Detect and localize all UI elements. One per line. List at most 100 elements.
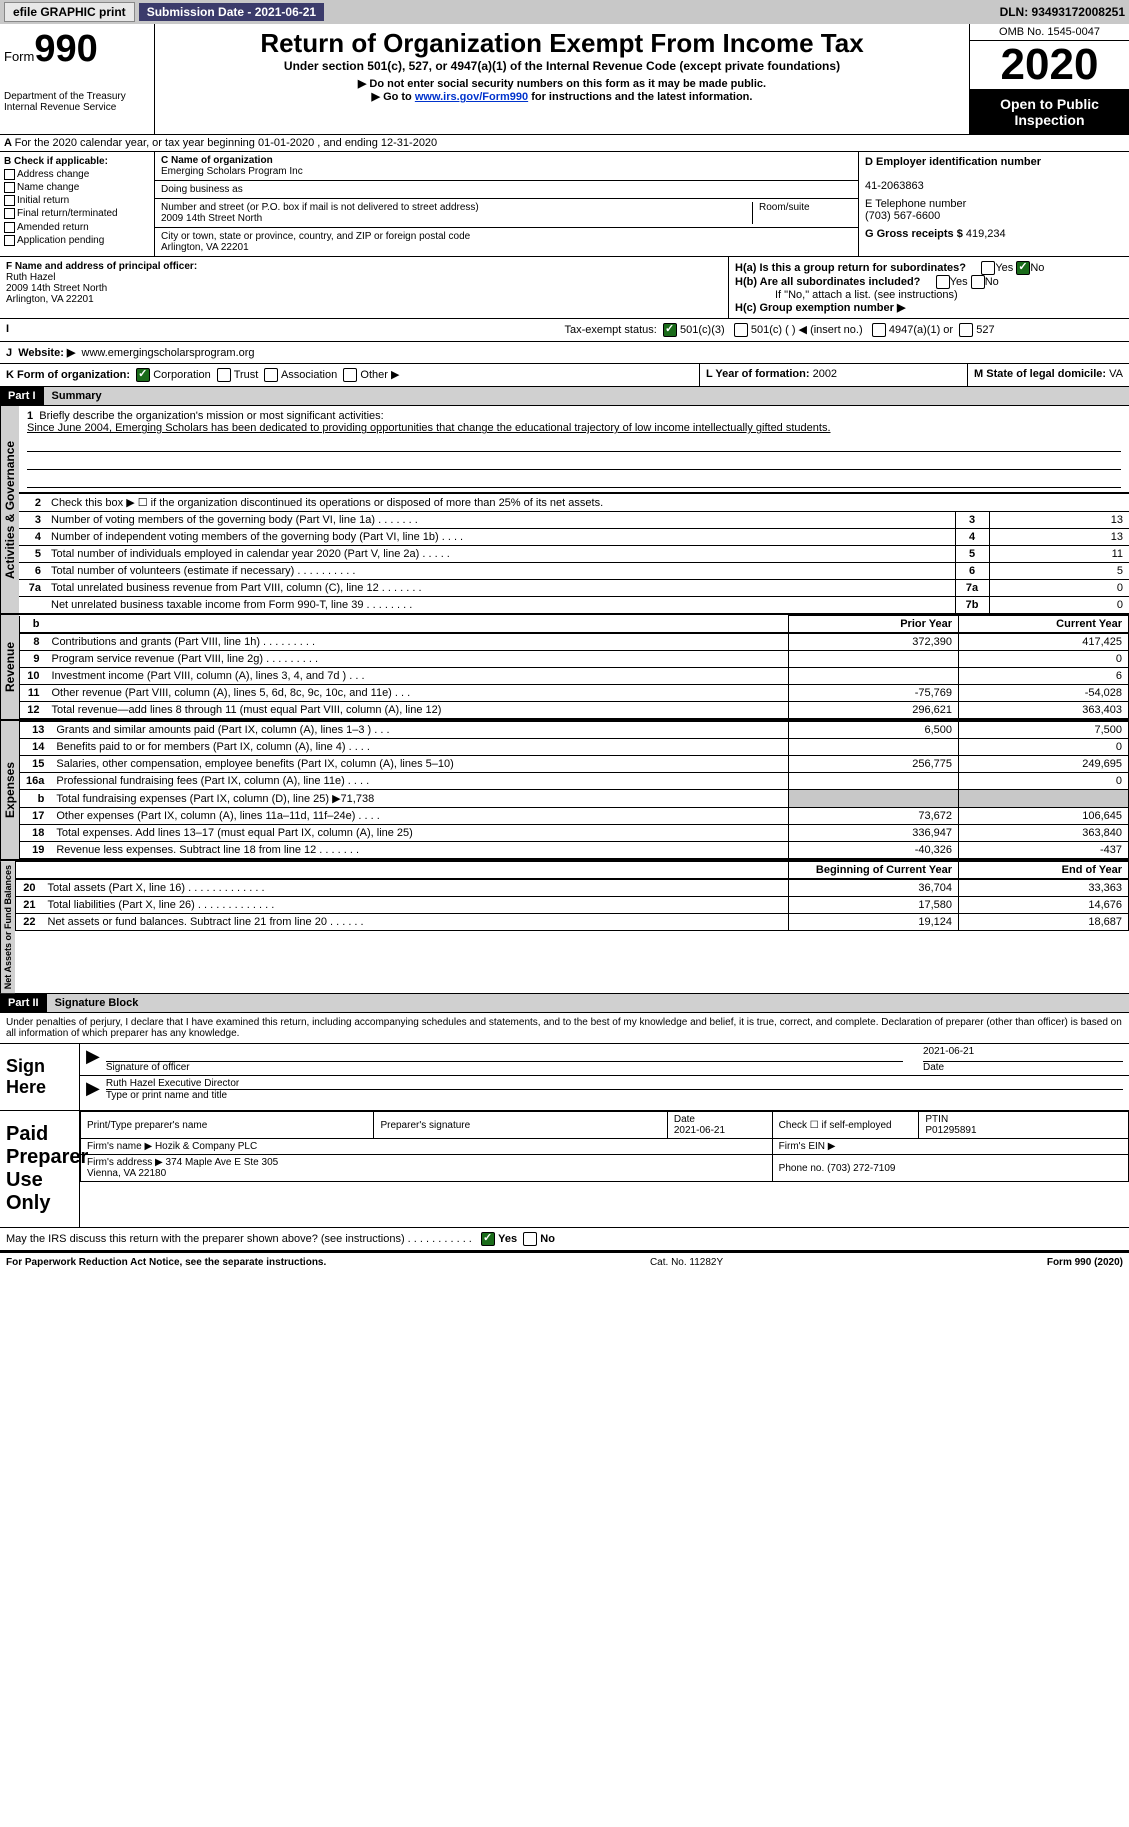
section-b-label: B Check if applicable:	[4, 156, 150, 167]
website-value: www.emergingscholarsprogram.org	[82, 347, 255, 359]
chk-501c[interactable]	[734, 323, 748, 337]
firm-name: Hozik & Company PLC	[155, 1141, 257, 1152]
officer-typed-name: Ruth Hazel Executive Director	[106, 1078, 1123, 1090]
chk-other[interactable]	[343, 368, 357, 382]
part-2: Part II Signature Block Under penalties …	[0, 994, 1129, 1228]
hb-no[interactable]	[971, 275, 985, 289]
chk-initial[interactable]	[4, 195, 15, 206]
addr-label: Number and street (or P.O. box if mail i…	[161, 202, 479, 213]
chk-address[interactable]	[4, 169, 15, 180]
ptin-value: P01295891	[925, 1125, 976, 1136]
chk-501c3[interactable]	[663, 323, 677, 337]
gross-label: G Gross receipts $	[865, 228, 963, 240]
discuss-yes[interactable]	[481, 1232, 495, 1246]
chk-amended[interactable]	[4, 222, 15, 233]
footer-left: For Paperwork Reduction Act Notice, see …	[6, 1257, 326, 1268]
date-label: Date	[923, 1062, 944, 1073]
q2: Check this box ▶ ☐ if the organization d…	[45, 494, 1129, 512]
part2-title: Signature Block	[47, 994, 147, 1012]
open-to-public: Open to Public Inspection	[970, 90, 1129, 134]
city-state-zip: Arlington, VA 22201	[161, 242, 249, 253]
footer-mid: Cat. No. 11282Y	[326, 1257, 1047, 1268]
tax-year: 2020	[970, 41, 1129, 90]
arrow-icon: ▶	[86, 1046, 100, 1073]
phone-label: E Telephone number	[865, 198, 966, 210]
form990-link[interactable]: www.irs.gov/Form990	[415, 91, 528, 103]
room-suite-label: Room/suite	[752, 202, 852, 224]
city-label: City or town, state or province, country…	[161, 231, 470, 242]
note-2-post: for instructions and the latest informat…	[528, 91, 752, 103]
korg-label: K Form of organization:	[6, 369, 130, 381]
hc-label: H(c) Group exemption number ▶	[735, 302, 905, 314]
form-title: Return of Organization Exempt From Incom…	[163, 28, 961, 59]
status-label: Tax-exempt status:	[565, 324, 657, 336]
governance-table: 2Check this box ▶ ☐ if the organization …	[19, 493, 1129, 511]
efile-button[interactable]: efile GRAPHIC print	[4, 2, 135, 22]
tax-status-row: I Tax-exempt status: 501(c)(3) 501(c) ( …	[0, 319, 1129, 342]
tab-netassets: Net Assets or Fund Balances	[0, 861, 15, 993]
year-formation-label: L Year of formation:	[706, 368, 810, 380]
hb-label: H(b) Are all subordinates included?	[735, 276, 920, 288]
chk-pending[interactable]	[4, 235, 15, 246]
form-prefix: Form	[4, 49, 34, 64]
gross-receipts: 419,234	[966, 228, 1006, 240]
website-label: Website: ▶	[18, 347, 75, 359]
chk-527[interactable]	[959, 323, 973, 337]
officer-name: Ruth Hazel	[6, 272, 55, 283]
name-label: C Name of organization	[161, 155, 273, 166]
omb-number: OMB No. 1545-0047	[970, 24, 1129, 41]
revenue-table: bPrior YearCurrent Year	[19, 615, 1129, 633]
ha-no[interactable]	[1016, 261, 1030, 275]
note-2-pre: ▶ Go to	[372, 91, 415, 103]
preparer-table: Print/Type preparer's name Preparer's si…	[80, 1111, 1129, 1182]
ein-label: D Employer identification number	[865, 156, 1041, 168]
firm-phone: (703) 272-7109	[827, 1163, 895, 1174]
hb-note: If "No," attach a list. (see instruction…	[735, 289, 1123, 301]
hb-yes[interactable]	[936, 275, 950, 289]
chk-4947[interactable]	[872, 323, 886, 337]
note-1: ▶ Do not enter social security numbers o…	[163, 77, 961, 90]
dept-label: Department of the Treasury Internal Reve…	[4, 91, 150, 113]
dln-label: DLN: 93493172008251	[1000, 5, 1125, 19]
chk-trust[interactable]	[217, 368, 231, 382]
org-info-row: B Check if applicable: Address change Na…	[0, 152, 1129, 257]
top-toolbar: efile GRAPHIC print Submission Date - 20…	[0, 0, 1129, 24]
state-domicile-label: M State of legal domicile:	[974, 368, 1106, 380]
ein-value: 41-2063863	[865, 180, 924, 192]
q1-label: Briefly describe the organization's miss…	[39, 410, 383, 422]
part-1: Part I Summary Activities & Governance 1…	[0, 387, 1129, 994]
ha-yes[interactable]	[981, 261, 995, 275]
sign-here-label: Sign Here	[0, 1044, 80, 1110]
street-address: 2009 14th Street North	[161, 213, 262, 224]
discuss-row: May the IRS discuss this return with the…	[0, 1228, 1129, 1251]
chk-assoc[interactable]	[264, 368, 278, 382]
tab-revenue: Revenue	[0, 615, 19, 719]
chk-final[interactable]	[4, 208, 15, 219]
org-name: Emerging Scholars Program Inc	[161, 166, 303, 177]
website-row: J Website: ▶ www.emergingscholarsprogram…	[0, 342, 1129, 364]
form-header: Form990 Department of the Treasury Inter…	[0, 24, 1129, 135]
section-a-period: A For the 2020 calendar year, or tax yea…	[0, 135, 1129, 152]
phone-value: (703) 567-6600	[865, 210, 940, 222]
part2-header: Part II	[0, 994, 47, 1012]
principal-officer-row: F Name and address of principal officer:…	[0, 257, 1129, 319]
officer-label: F Name and address of principal officer:	[6, 261, 197, 272]
footer-right: Form 990 (2020)	[1047, 1257, 1123, 1268]
discuss-no[interactable]	[523, 1232, 537, 1246]
tab-expenses: Expenses	[0, 721, 19, 859]
ha-label: H(a) Is this a group return for subordin…	[735, 262, 966, 274]
dba-label: Doing business as	[161, 184, 243, 195]
chk-name[interactable]	[4, 182, 15, 193]
state-domicile: VA	[1109, 368, 1123, 380]
tab-governance: Activities & Governance	[0, 406, 19, 613]
sig-officer-label: Signature of officer	[106, 1062, 190, 1073]
form-subtitle: Under section 501(c), 527, or 4947(a)(1)…	[163, 59, 961, 73]
type-name-label: Type or print name and title	[106, 1090, 227, 1101]
submission-date: Submission Date - 2021-06-21	[139, 3, 324, 21]
part1-header: Part I	[0, 387, 44, 405]
declaration-text: Under penalties of perjury, I declare th…	[0, 1013, 1129, 1043]
chk-corp[interactable]	[136, 368, 150, 382]
form-number: 990	[34, 28, 97, 70]
mission-text: Since June 2004, Emerging Scholars has b…	[27, 422, 831, 434]
part1-title: Summary	[44, 387, 110, 405]
